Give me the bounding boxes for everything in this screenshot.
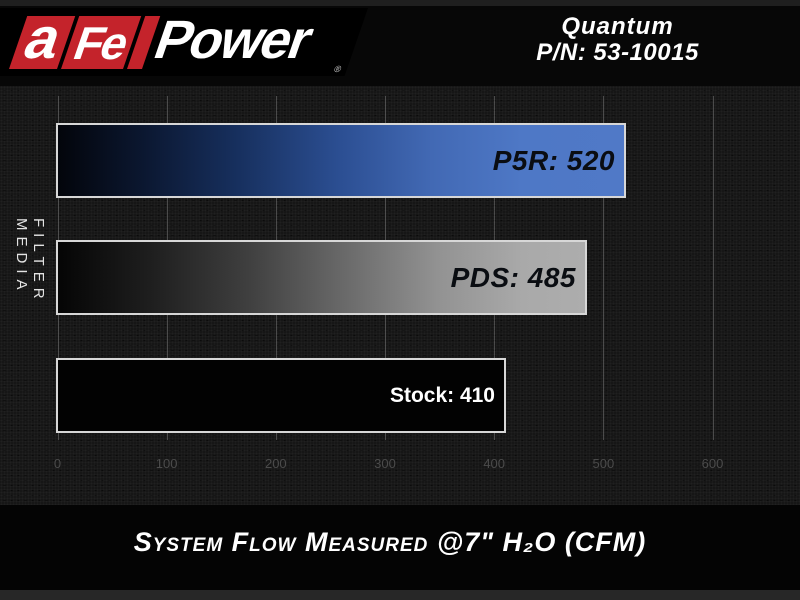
bar-value-label: Stock: 410	[389, 383, 495, 407]
part-number: P/N: 53-10015	[536, 39, 699, 67]
axis-tick-label: 500	[592, 456, 615, 471]
logo-letter-a: a	[16, 5, 71, 71]
axis-tick-label: 100	[155, 456, 178, 471]
gridline	[603, 96, 605, 440]
axis-tick-label: 400	[483, 456, 506, 471]
background-bottom-edge	[0, 590, 800, 600]
gridline	[712, 96, 714, 440]
bar-value-label: PDS: 485	[450, 261, 576, 293]
flow-bar-p5r: P5R: 520	[56, 123, 626, 198]
logo-letters-fe: Fe	[67, 16, 135, 69]
afe-power-logo: a Fe Power ®	[0, 5, 368, 76]
chart-title-caption: System Flow Measured @7" H₂O (CFM)	[133, 527, 647, 557]
background-top-edge	[0, 0, 800, 6]
axis-tick-label: 0	[53, 456, 62, 471]
footer-band	[0, 505, 800, 590]
axis-tick-label: 600	[701, 456, 724, 471]
axis-tick-label: 300	[374, 456, 396, 471]
product-name: Quantum	[561, 13, 674, 40]
y-axis-label-filter-media: FILTER MEDIA	[13, 218, 47, 305]
flow-bar-stock: Stock: 410	[56, 358, 506, 433]
logo-word-power: Power	[146, 9, 320, 70]
product-info: Quantum P/N: 53-10015	[500, 13, 735, 67]
registered-trademark-mark: ®	[332, 64, 343, 74]
flow-bar-pds: PDS: 485	[56, 240, 587, 315]
axis-tick-label: 200	[264, 456, 287, 471]
bar-value-label: P5R: 520	[492, 144, 615, 176]
